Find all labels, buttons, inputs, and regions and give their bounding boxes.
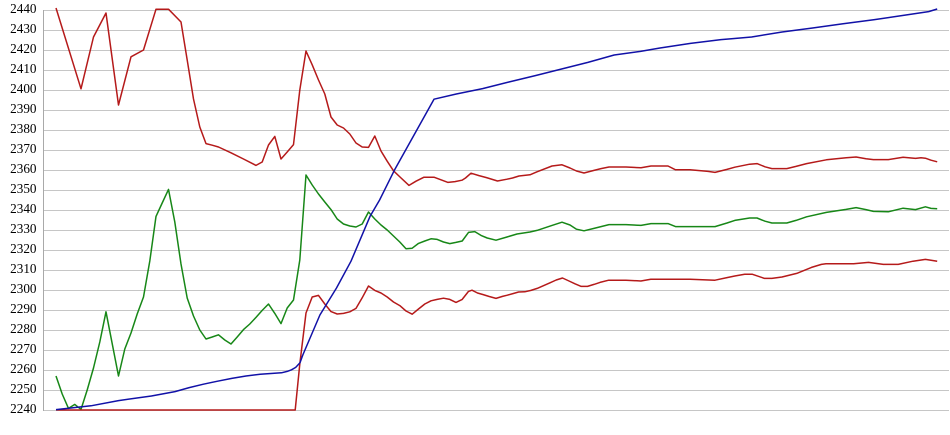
svg-text:2350: 2350	[10, 181, 37, 196]
svg-text:2370: 2370	[10, 141, 37, 156]
svg-text:2260: 2260	[10, 361, 37, 376]
svg-text:2300: 2300	[10, 281, 37, 296]
svg-text:2310: 2310	[10, 261, 37, 276]
svg-text:2410: 2410	[10, 61, 37, 76]
svg-text:2420: 2420	[10, 41, 37, 56]
svg-text:2250: 2250	[10, 381, 37, 396]
svg-text:2320: 2320	[10, 241, 37, 256]
svg-text:2360: 2360	[10, 161, 37, 176]
svg-text:2330: 2330	[10, 221, 37, 236]
svg-text:2340: 2340	[10, 201, 37, 216]
svg-text:2390: 2390	[10, 101, 37, 116]
svg-text:2270: 2270	[10, 341, 37, 356]
svg-text:2280: 2280	[10, 321, 37, 336]
svg-text:2440: 2440	[10, 1, 37, 16]
svg-text:2380: 2380	[10, 121, 37, 136]
svg-text:2430: 2430	[10, 21, 37, 36]
svg-text:2400: 2400	[10, 81, 37, 96]
svg-text:2240: 2240	[10, 401, 37, 416]
svg-text:2290: 2290	[10, 301, 37, 316]
